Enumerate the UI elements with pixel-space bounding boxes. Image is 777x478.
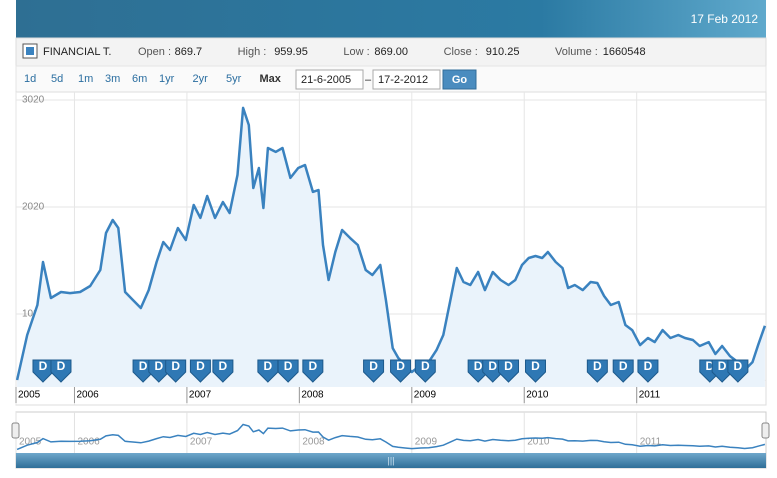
x-tick-label: 2009 [414, 390, 437, 401]
x-tick-label: 2005 [18, 390, 41, 401]
y-tick-label: 2020 [22, 202, 45, 213]
to-date: 17-2-2012 [378, 74, 428, 86]
field-label: High : [238, 46, 267, 58]
field-value: 869.7 [175, 46, 203, 58]
nav-tick-label: 2011 [640, 437, 662, 448]
event-marker[interactable] [363, 359, 385, 383]
field-label: Close : [444, 46, 478, 58]
range-button[interactable]: 5yr [226, 73, 242, 85]
range-button[interactable]: 2yr [193, 73, 209, 85]
event-marker[interactable] [637, 359, 659, 383]
field-value: 910.25 [486, 46, 520, 58]
series-swatch [26, 47, 34, 55]
nav-tick-label: 2007 [190, 437, 213, 448]
range-button[interactable]: 1m [78, 73, 93, 85]
event-label: D [154, 359, 163, 373]
field-value: 1660548 [603, 46, 646, 58]
event-label: D [39, 359, 48, 373]
scrollbar[interactable] [16, 453, 766, 468]
nav-tick-label: 2005 [19, 437, 42, 448]
event-label: D [139, 359, 148, 373]
event-marker[interactable] [165, 359, 187, 383]
event-label: D [196, 359, 205, 373]
field-value: 959.95 [274, 46, 308, 58]
event-label: D [619, 359, 628, 373]
quote-row [15, 37, 767, 67]
price-line [15, 106, 767, 381]
x-tick-label: 2008 [301, 390, 324, 401]
nav-tick-label: 2009 [415, 437, 438, 448]
field-label: Volume : [555, 46, 598, 58]
event-label: D [531, 359, 540, 373]
field-value: 869.00 [374, 46, 408, 58]
event-marker[interactable] [277, 359, 299, 383]
range-button[interactable]: Max [260, 73, 282, 85]
series-name: FINANCIAL T. [43, 46, 111, 58]
range-button[interactable]: 1yr [159, 73, 175, 85]
nav-tick-label: 2006 [77, 437, 100, 448]
to-input[interactable] [372, 69, 441, 90]
event-marker[interactable] [302, 359, 324, 383]
event-label: D [396, 359, 405, 373]
nav-tick-label: 2008 [302, 437, 325, 448]
event-marker[interactable] [612, 359, 634, 383]
date-separator: – [365, 74, 372, 86]
range-button[interactable]: 6m [132, 73, 147, 85]
event-marker[interactable] [50, 359, 72, 383]
event-label: D [264, 359, 273, 373]
event-label: D [369, 359, 378, 373]
event-marker[interactable] [414, 359, 436, 383]
event-marker[interactable] [257, 359, 279, 383]
event-label: D [219, 359, 228, 373]
event-label: D [421, 359, 430, 373]
event-label: D [309, 359, 318, 373]
nav-handle-right[interactable] [761, 422, 770, 439]
x-tick-label: 2010 [526, 390, 549, 401]
range-button[interactable]: 1d [24, 73, 36, 85]
field-label: Open : [138, 46, 171, 58]
event-label: D [171, 359, 180, 373]
header-date: 17 Feb 2012 [691, 12, 759, 26]
event-marker[interactable] [32, 359, 54, 383]
event-marker[interactable] [727, 359, 749, 383]
event-label: D [488, 359, 497, 373]
range-button[interactable]: 5d [51, 73, 63, 85]
header-bar [16, 0, 766, 38]
x-tick-label: 2007 [189, 390, 212, 401]
event-label: D [474, 359, 483, 373]
go-button[interactable] [442, 69, 477, 90]
from-input[interactable] [295, 69, 364, 90]
x-tick-label: 2011 [639, 390, 661, 401]
range-button[interactable]: 3m [105, 73, 120, 85]
event-label: D [734, 359, 743, 373]
event-label: D [718, 359, 727, 373]
event-label: D [504, 359, 513, 373]
scroll-grip: ||| [387, 455, 394, 465]
event-marker[interactable] [524, 359, 546, 383]
event-label: D [57, 359, 66, 373]
nav-line [16, 423, 766, 451]
event-marker[interactable] [189, 359, 211, 383]
event-label: D [705, 359, 714, 373]
nav-handle-left[interactable] [11, 422, 20, 439]
event-marker[interactable] [586, 359, 608, 383]
event-label: D [284, 359, 293, 373]
event-marker[interactable] [390, 359, 412, 383]
event-marker[interactable] [212, 359, 234, 383]
from-date: 21-6-2005 [301, 74, 351, 86]
event-label: D [593, 359, 602, 373]
field-label: Low : [343, 46, 369, 58]
event-label: D [644, 359, 653, 373]
go-label: Go [452, 74, 468, 86]
area-fill [17, 107, 765, 388]
x-tick-label: 2006 [76, 390, 99, 401]
event-marker[interactable] [498, 359, 520, 383]
y-tick-label: 3020 [22, 95, 45, 106]
nav-tick-label: 2010 [527, 437, 550, 448]
